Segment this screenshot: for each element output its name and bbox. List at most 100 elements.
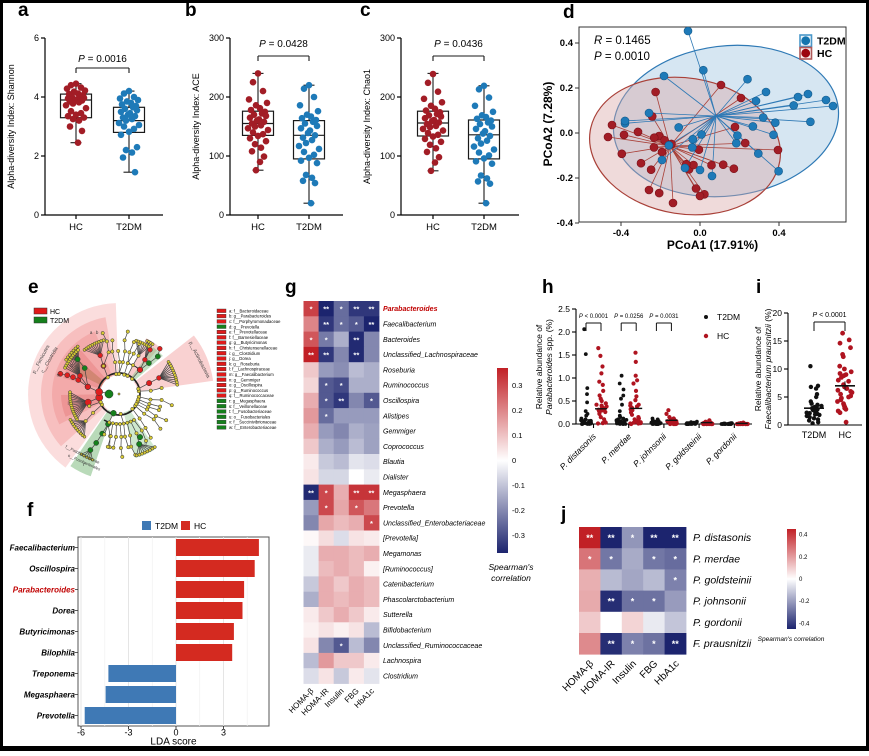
svg-text:c: f__Porphyromonadaceae: c: f__Porphyromonadaceae — [229, 319, 281, 324]
svg-text:Gemmiger: Gemmiger — [383, 429, 416, 436]
svg-text:-3: -3 — [125, 728, 133, 738]
svg-text:l: l — [68, 401, 69, 406]
svg-text:[Ruminococcus]: [Ruminococcus] — [382, 566, 434, 573]
svg-text:0.2: 0.2 — [799, 555, 808, 561]
svg-text:*: * — [631, 639, 635, 649]
svg-text:*: * — [310, 305, 313, 314]
svg-text:0.4: 0.4 — [772, 228, 786, 239]
svg-text:0: 0 — [777, 420, 782, 430]
svg-text:Alistipes: Alistipes — [382, 413, 410, 420]
svg-text:a: a — [18, 0, 29, 21]
svg-text:Blautia: Blautia — [383, 459, 405, 466]
svg-text:HC: HC — [194, 521, 206, 531]
svg-text:15: 15 — [773, 336, 783, 346]
svg-text:2: 2 — [34, 151, 39, 161]
svg-text:[Prevotella]: [Prevotella] — [382, 536, 419, 543]
svg-text:4: 4 — [34, 92, 39, 102]
svg-text:f: f__Barnesiellaceae: f: f__Barnesiellaceae — [229, 335, 269, 340]
svg-text:Alpha-diversity Index: Shannon: Alpha-diversity Index: Shannon — [6, 64, 16, 189]
svg-text:-0.4: -0.4 — [613, 228, 630, 239]
svg-text:**: ** — [353, 351, 359, 360]
svg-text:2.5: 2.5 — [558, 304, 570, 314]
svg-text:*: * — [310, 335, 313, 344]
svg-text:HC: HC — [426, 222, 440, 233]
svg-text:T2DM: T2DM — [50, 318, 69, 325]
svg-text:-0.2: -0.2 — [512, 506, 525, 515]
svg-text:f: f — [27, 500, 34, 521]
svg-text:**: ** — [323, 320, 329, 329]
svg-text:Ruminococcus: Ruminococcus — [383, 383, 429, 390]
svg-text:Faecalibacterium: Faecalibacterium — [383, 321, 436, 328]
svg-text:Spearman's correlation: Spearman's correlation — [758, 636, 825, 643]
svg-text:*: * — [674, 554, 678, 564]
svg-text:T2DM: T2DM — [802, 430, 827, 440]
svg-text:Prevotella: Prevotella — [383, 505, 414, 512]
svg-text:*: * — [631, 533, 635, 543]
svg-text:LDA score: LDA score — [150, 737, 197, 748]
svg-text:P = 0.0256: P = 0.0256 — [614, 314, 644, 320]
svg-text:1.5: 1.5 — [558, 350, 570, 360]
svg-text:300: 300 — [209, 33, 224, 43]
svg-text:correlation: correlation — [491, 573, 531, 583]
svg-text:Prevotella: Prevotella — [37, 711, 76, 720]
svg-text:HC: HC — [839, 430, 852, 440]
svg-text:Lachnospira: Lachnospira — [383, 658, 421, 665]
svg-text:m: m — [57, 373, 61, 378]
svg-text:**: ** — [323, 305, 329, 314]
svg-text:**: ** — [608, 533, 616, 543]
svg-text:HC: HC — [717, 331, 729, 341]
svg-text:Spearman's: Spearman's — [488, 562, 534, 572]
svg-text:Alpha-diversity Index: Chao1: Alpha-diversity Index: Chao1 — [362, 69, 372, 184]
svg-text:j: j — [560, 504, 566, 525]
svg-text:-6: -6 — [77, 728, 85, 738]
svg-text:Alpha-diversity Index: ACE: Alpha-diversity Index: ACE — [191, 73, 201, 180]
svg-text:Unclassified_Ruminococcaceae: Unclassified_Ruminococcaceae — [383, 643, 482, 650]
svg-text:*: * — [370, 396, 373, 405]
svg-text:1.0: 1.0 — [558, 373, 570, 383]
svg-text:0: 0 — [219, 210, 224, 220]
svg-text:5: 5 — [777, 392, 782, 402]
svg-text:b: b — [185, 0, 197, 21]
svg-text:**: ** — [308, 351, 314, 360]
svg-text:2.0: 2.0 — [558, 327, 570, 337]
svg-text:Faecalibacterium: Faecalibacterium — [10, 543, 75, 552]
svg-text:HC: HC — [251, 222, 265, 233]
svg-text:Oscillospira: Oscillospira — [383, 398, 419, 405]
svg-text:T2DM: T2DM — [155, 521, 178, 531]
svg-text:HC: HC — [69, 222, 83, 233]
svg-text:P < 0.0001: P < 0.0001 — [579, 314, 609, 320]
svg-text:Relative abundance of: Relative abundance of — [753, 326, 763, 411]
svg-text:PCoA2 (7.28%): PCoA2 (7.28%) — [541, 82, 555, 167]
svg-text:**: ** — [608, 639, 616, 649]
svg-text:Sutterella: Sutterella — [383, 612, 413, 619]
svg-text:*: * — [325, 412, 328, 421]
svg-text:e: f__Prevotellaceae: e: f__Prevotellaceae — [229, 330, 268, 335]
svg-text:*: * — [325, 396, 328, 405]
svg-text:Megamonas: Megamonas — [383, 551, 422, 558]
svg-text:T2DM: T2DM — [717, 312, 740, 322]
svg-text:200: 200 — [209, 92, 224, 102]
svg-text:*: * — [325, 488, 328, 497]
svg-text:r: g__Megasphaera: r: g__Megasphaera — [229, 399, 266, 404]
svg-text:p: g__Ruminococcus: p: g__Ruminococcus — [229, 388, 268, 393]
svg-text:d: g__Prevotella: d: g__Prevotella — [229, 324, 260, 329]
svg-text:*: * — [631, 597, 635, 607]
svg-text:*: * — [588, 554, 592, 564]
svg-text:0.2: 0.2 — [560, 83, 573, 94]
svg-text:6: 6 — [34, 33, 39, 43]
svg-text:*: * — [355, 320, 358, 329]
svg-text:-0.3: -0.3 — [512, 531, 525, 540]
svg-text:-0.4: -0.4 — [557, 218, 574, 229]
svg-text:**: ** — [586, 533, 594, 543]
svg-text:Coprococcus: Coprococcus — [383, 444, 424, 451]
svg-text:Bilophila: Bilophila — [41, 648, 75, 657]
svg-text:200: 200 — [380, 92, 395, 102]
svg-text:d: d — [563, 2, 575, 23]
svg-text:T2DM: T2DM — [817, 36, 846, 48]
svg-text:Faecalibacterium prausnitzii (: Faecalibacterium prausnitzii (%) — [763, 308, 773, 429]
svg-text:T2DM: T2DM — [296, 222, 322, 233]
svg-text:Dorea: Dorea — [52, 606, 75, 615]
svg-text:100: 100 — [380, 151, 395, 161]
svg-text:n: g__Gemmiger: n: g__Gemmiger — [229, 377, 261, 382]
svg-text:u: o__Fusobacteriales: u: o__Fusobacteriales — [229, 414, 270, 419]
